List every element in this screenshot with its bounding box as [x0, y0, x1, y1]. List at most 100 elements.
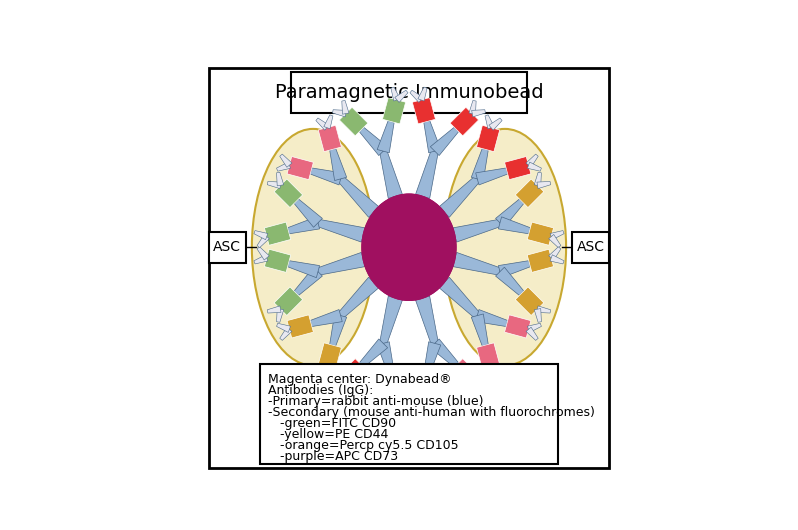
- Polygon shape: [287, 261, 319, 278]
- Polygon shape: [439, 176, 480, 217]
- Polygon shape: [476, 125, 500, 152]
- Polygon shape: [342, 381, 349, 394]
- Polygon shape: [526, 154, 538, 167]
- Polygon shape: [472, 148, 488, 181]
- Polygon shape: [317, 219, 365, 242]
- Polygon shape: [287, 217, 319, 234]
- Polygon shape: [450, 359, 479, 387]
- Polygon shape: [339, 107, 368, 136]
- Polygon shape: [416, 296, 438, 344]
- Polygon shape: [416, 150, 438, 198]
- Polygon shape: [424, 342, 440, 374]
- Polygon shape: [549, 234, 561, 248]
- Text: -orange=Percp cy5.5 CD105: -orange=Percp cy5.5 CD105: [268, 439, 459, 452]
- Polygon shape: [472, 377, 485, 385]
- Polygon shape: [318, 343, 342, 369]
- Polygon shape: [342, 101, 349, 114]
- Polygon shape: [496, 267, 523, 296]
- Polygon shape: [472, 314, 488, 346]
- Polygon shape: [516, 287, 543, 315]
- Polygon shape: [450, 107, 479, 136]
- Polygon shape: [267, 181, 281, 189]
- Polygon shape: [550, 255, 564, 264]
- Polygon shape: [280, 327, 292, 340]
- Polygon shape: [489, 118, 502, 130]
- Polygon shape: [476, 168, 508, 185]
- Polygon shape: [395, 392, 408, 404]
- FancyBboxPatch shape: [572, 232, 610, 262]
- FancyBboxPatch shape: [260, 364, 558, 464]
- Polygon shape: [527, 162, 541, 171]
- Polygon shape: [318, 125, 342, 152]
- Polygon shape: [410, 90, 423, 102]
- Polygon shape: [527, 222, 554, 245]
- Text: -yellow=PE CD44: -yellow=PE CD44: [268, 428, 389, 441]
- Polygon shape: [264, 222, 290, 245]
- Polygon shape: [257, 247, 269, 260]
- Text: -green=FITC CD90: -green=FITC CD90: [268, 417, 397, 430]
- Polygon shape: [316, 364, 329, 376]
- Polygon shape: [333, 110, 346, 117]
- Polygon shape: [391, 393, 400, 408]
- Polygon shape: [499, 217, 531, 234]
- Polygon shape: [424, 121, 440, 153]
- FancyBboxPatch shape: [209, 68, 609, 467]
- Polygon shape: [316, 118, 329, 130]
- Polygon shape: [339, 359, 368, 387]
- Polygon shape: [380, 296, 402, 344]
- Polygon shape: [430, 339, 459, 367]
- Polygon shape: [257, 234, 269, 248]
- Polygon shape: [504, 156, 531, 180]
- Polygon shape: [485, 366, 494, 379]
- Text: Antibodies (IgG):: Antibodies (IgG):: [268, 384, 373, 397]
- Polygon shape: [395, 90, 408, 102]
- Polygon shape: [516, 179, 543, 208]
- Polygon shape: [264, 249, 290, 272]
- Polygon shape: [527, 249, 554, 272]
- Polygon shape: [430, 127, 459, 155]
- Polygon shape: [549, 247, 561, 260]
- Polygon shape: [267, 306, 281, 313]
- Polygon shape: [469, 101, 476, 114]
- Polygon shape: [476, 343, 500, 369]
- Polygon shape: [294, 199, 322, 227]
- Text: ASC: ASC: [577, 240, 605, 254]
- Polygon shape: [310, 168, 342, 185]
- Polygon shape: [527, 323, 541, 332]
- Polygon shape: [418, 393, 427, 408]
- Polygon shape: [277, 323, 290, 332]
- Polygon shape: [333, 377, 346, 385]
- Polygon shape: [359, 127, 388, 155]
- Ellipse shape: [252, 129, 374, 366]
- FancyBboxPatch shape: [208, 232, 246, 262]
- Polygon shape: [476, 310, 508, 326]
- Polygon shape: [277, 162, 290, 171]
- Polygon shape: [550, 231, 564, 240]
- Polygon shape: [485, 115, 494, 129]
- FancyBboxPatch shape: [290, 72, 527, 112]
- Polygon shape: [287, 156, 314, 180]
- Polygon shape: [310, 310, 342, 326]
- Polygon shape: [413, 370, 436, 397]
- Polygon shape: [410, 392, 423, 404]
- Ellipse shape: [362, 194, 456, 301]
- Polygon shape: [377, 121, 394, 153]
- Text: ASC: ASC: [213, 240, 241, 254]
- Polygon shape: [537, 181, 551, 189]
- Polygon shape: [277, 308, 284, 322]
- Text: Paramagnetic Immunobead: Paramagnetic Immunobead: [275, 83, 543, 102]
- Polygon shape: [338, 176, 379, 217]
- Polygon shape: [254, 231, 268, 240]
- Polygon shape: [413, 98, 436, 124]
- Polygon shape: [254, 255, 268, 264]
- Polygon shape: [324, 115, 333, 129]
- Polygon shape: [275, 287, 302, 315]
- Polygon shape: [526, 327, 538, 340]
- Polygon shape: [277, 172, 284, 186]
- Polygon shape: [504, 315, 531, 338]
- Polygon shape: [534, 172, 541, 186]
- Polygon shape: [359, 339, 388, 367]
- Polygon shape: [324, 366, 333, 379]
- Polygon shape: [317, 252, 365, 275]
- Polygon shape: [452, 219, 501, 242]
